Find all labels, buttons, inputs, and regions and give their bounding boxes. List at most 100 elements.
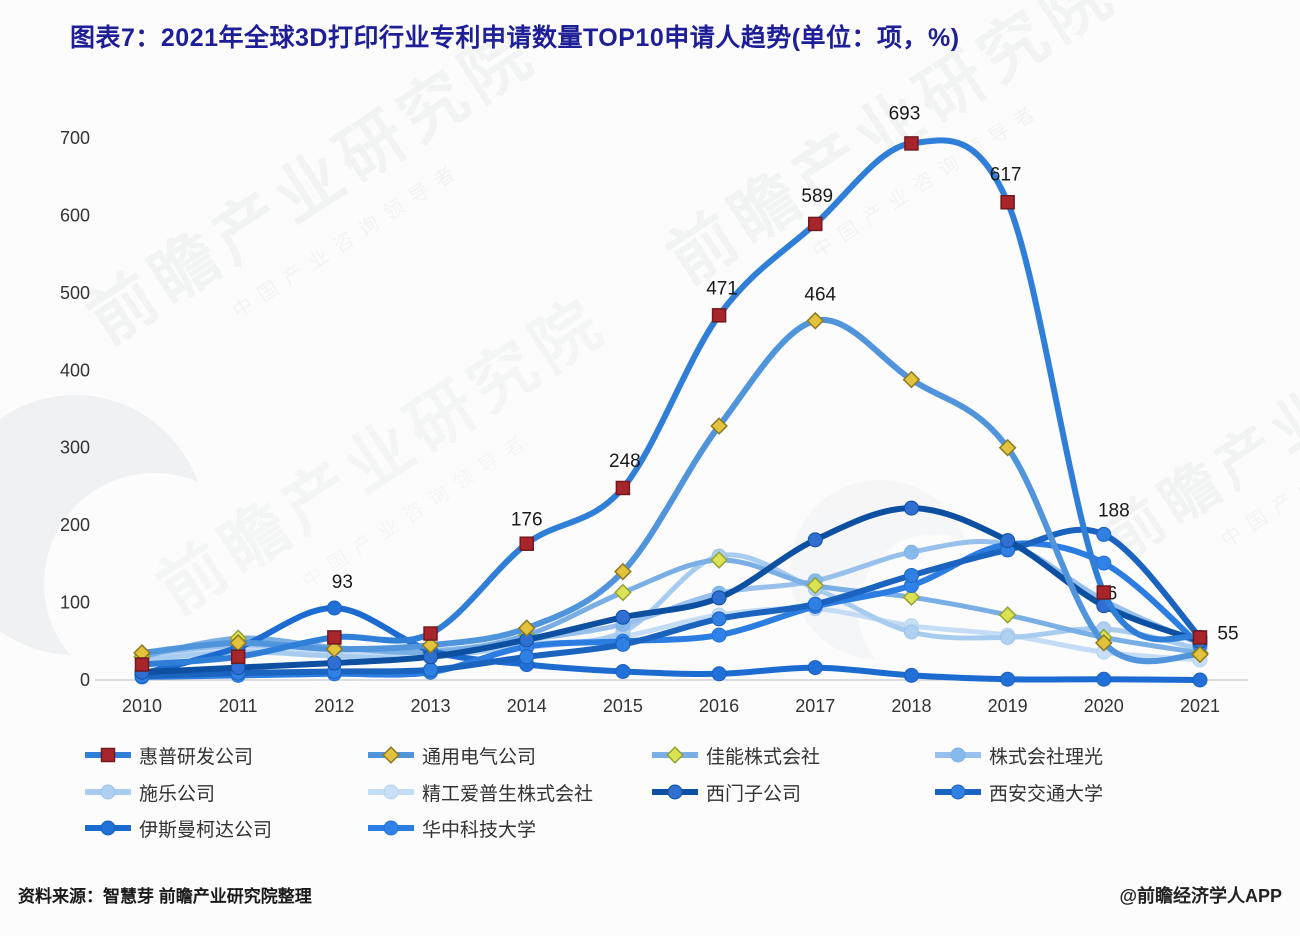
legend-marker-hp — [85, 747, 131, 763]
watermark-logo-circle — [0, 395, 265, 694]
marker-diamond-ge — [325, 640, 344, 658]
marker-circle-siemens — [1000, 533, 1016, 549]
marker-square-hp — [100, 747, 116, 763]
y-axis-tick: 100 — [60, 593, 90, 613]
marker-circle-kodak — [615, 663, 631, 679]
data-label: 93 — [332, 572, 353, 593]
marker-circle-xerox — [1000, 629, 1016, 645]
data-label: 617 — [990, 164, 1022, 185]
marker-square-hp — [1192, 630, 1208, 645]
marker-diamond-canon — [710, 551, 728, 569]
legend-item-siemens: 西门子公司 — [652, 779, 801, 805]
x-axis-label: 2012 — [314, 696, 354, 716]
marker-circle-xjtu — [711, 611, 727, 627]
marker-diamond-ge — [1191, 645, 1209, 664]
legend-item-epson: 精工爱普生株式会社 — [368, 779, 593, 805]
marker-square-hp — [519, 536, 534, 551]
legend-item-hp: 惠普研发公司 — [85, 742, 253, 768]
x-axis-label: 2019 — [988, 696, 1028, 716]
marker-diamond-canon — [806, 576, 825, 595]
series-line-hp — [139, 137, 1203, 668]
legend-label-canon: 佳能株式会社 — [706, 746, 821, 768]
series-ge — [133, 311, 1209, 665]
marker-square-hp — [423, 626, 438, 641]
legend-item-xjtu: 西安交通大学 — [935, 779, 1103, 805]
legend-label-hp: 惠普研发公司 — [139, 746, 254, 768]
x-axis-label: 2017 — [795, 696, 835, 716]
marker-circle-xjtu — [615, 636, 631, 652]
x-axis-label: 2020 — [1084, 696, 1124, 716]
marker-diamond-ge — [998, 438, 1017, 457]
marker-circle-hust — [383, 820, 399, 836]
marker-circle-hust — [711, 627, 727, 643]
legend-marker-xjtu — [935, 784, 981, 800]
source-note: 资料来源：智慧芽 前瞻产业研究院整理 — [18, 887, 312, 906]
marker-circle-hust — [1096, 555, 1112, 571]
y-axis-tick: 300 — [60, 438, 90, 458]
legend-marker-ricoh — [935, 747, 981, 763]
y-axis-tick: 700 — [60, 128, 90, 148]
x-axis-label: 2015 — [603, 696, 643, 716]
marker-square-hp — [1096, 585, 1112, 600]
marker-diamond-ge — [421, 636, 440, 654]
marker-circle-xerox — [100, 784, 116, 800]
marker-diamond-ge — [806, 311, 825, 330]
legend-marker-kodak — [85, 820, 131, 836]
marker-diamond-canon — [614, 583, 632, 602]
marker-diamond-canon — [902, 588, 921, 606]
marker-circle-kodak — [807, 660, 823, 676]
credit: @前瞻经济学人APP — [1119, 886, 1282, 906]
marker-circle-kodak — [903, 667, 919, 683]
marker-circle-kodak — [326, 600, 342, 616]
legend-marker-canon — [652, 746, 698, 764]
marker-circle-siemens — [615, 609, 631, 625]
marker-circle-xjtu — [807, 596, 823, 612]
marker-circle-epson — [383, 784, 399, 800]
marker-square-hp — [711, 308, 727, 323]
chart-title: 图表7：2021年全球3D打印行业专利申请数量TOP10申请人趋势(单位：项，%… — [70, 24, 960, 52]
marker-square-hp — [808, 216, 823, 232]
marker-circle-ricoh — [950, 747, 966, 763]
legend-item-canon: 佳能株式会社 — [652, 742, 820, 768]
legend-marker-siemens — [652, 784, 698, 800]
marker-diamond-ge — [517, 619, 536, 637]
marker-square-hp — [904, 136, 919, 151]
marker-circle-kodak — [1192, 672, 1208, 688]
series-xjtu — [134, 526, 1208, 684]
marker-circle-kodak — [711, 666, 727, 682]
marker-square-hp — [615, 480, 631, 496]
x-axis-label: 2013 — [411, 696, 451, 716]
marker-circle-siemens — [667, 784, 683, 800]
legend-label-ricoh: 株式会社理光 — [989, 746, 1104, 768]
legend: 惠普研发公司 通用电气公司 佳能株式会社 株式会社理光施乐公司 精工爱普生株式会社 西门子… — [75, 740, 1290, 858]
marker-square-hp — [230, 649, 246, 665]
legend-label-siemens: 西门子公司 — [706, 783, 802, 805]
data-label: 188 — [1098, 500, 1130, 521]
x-axis-label: 2014 — [507, 696, 547, 716]
marker-circle-siemens — [326, 655, 342, 671]
marker-circle-xjtu — [519, 649, 535, 665]
legend-item-ge: 通用电气公司 — [368, 742, 536, 768]
x-axis-label: 2010 — [122, 696, 162, 716]
x-axis-label: 2021 — [1180, 696, 1220, 716]
y-axis-tick: 600 — [60, 205, 90, 225]
data-label: 471 — [706, 278, 738, 299]
marker-circle-kodak — [1096, 671, 1112, 687]
marker-diamond-ge — [1094, 633, 1113, 652]
marker-square-hp — [1000, 195, 1015, 210]
chart-svg: 0 100 200 300 400 500 600 700 2010 2011 2012 2013 20… — [60, 103, 1248, 716]
legend-label-ge: 通用电气公司 — [422, 746, 537, 768]
legend-item-xerox: 施乐公司 — [85, 779, 215, 805]
x-axis-label: 2016 — [699, 696, 739, 716]
data-label: 464 — [804, 285, 836, 306]
marker-diamond-canon — [666, 746, 684, 764]
marker-circle-siemens — [807, 532, 823, 548]
marker-circle-xjtu — [1096, 526, 1112, 542]
data-label: 693 — [889, 103, 921, 124]
marker-circle-xjtu — [950, 784, 966, 800]
marker-circle-siemens — [711, 590, 727, 606]
marker-circle-xjtu — [423, 662, 439, 678]
legend-label-xjtu: 西安交通大学 — [989, 783, 1104, 805]
y-axis-tick: 400 — [60, 360, 90, 380]
